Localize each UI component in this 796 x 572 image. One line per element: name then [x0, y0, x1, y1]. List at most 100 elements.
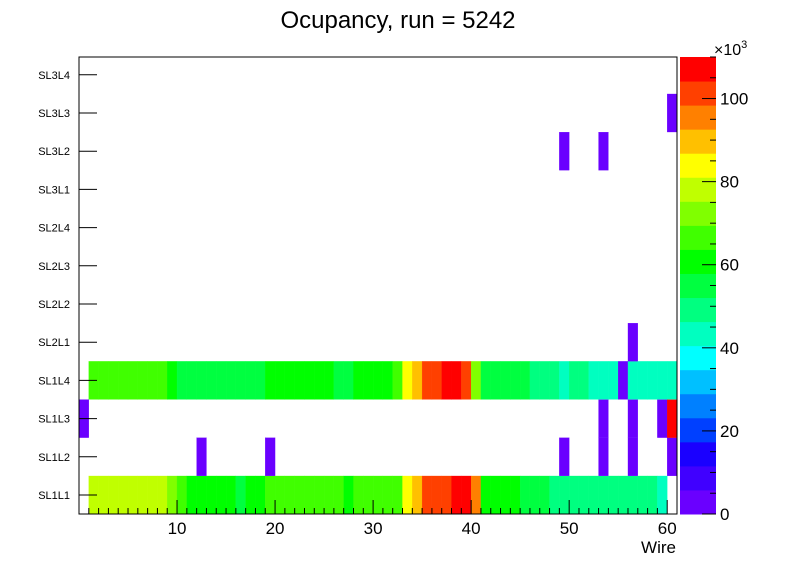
color-scale-segment: [680, 321, 716, 347]
heatmap-cell: [470, 475, 482, 515]
heatmap-cell: [274, 361, 286, 400]
heatmap-cell: [294, 475, 305, 515]
heatmap-cell: [137, 475, 148, 515]
heatmap-cell: [343, 475, 354, 515]
y-tick-label: SL1L2: [38, 452, 70, 464]
heatmap-cell: [510, 361, 521, 400]
heatmap-cell: [167, 475, 178, 515]
z-tick-label: 0: [720, 505, 729, 524]
x-axis: 10 20 30 40 50 60: [88, 500, 678, 538]
heatmap-cell: [382, 475, 393, 515]
heatmap-cell: [363, 361, 374, 400]
y-tick-label: SL1L1: [38, 490, 70, 502]
y-tick-label: SL3L2: [38, 146, 70, 158]
heatmap-cell: [421, 361, 433, 400]
heatmap-cell: [216, 475, 227, 515]
heatmap-cell: [451, 361, 462, 400]
color-scale-segment: [680, 105, 716, 130]
heatmap-cell: [627, 437, 638, 476]
color-scale-segment: [680, 225, 716, 250]
x-tick-label: 40: [462, 519, 481, 538]
heatmap-cell: [235, 475, 246, 515]
heatmap-cell: [225, 475, 237, 515]
heatmap-cell: [265, 361, 276, 400]
heatmap-cell: [392, 475, 403, 515]
color-scale-segment: [680, 153, 716, 178]
heatmap-cell: [265, 437, 276, 476]
heatmap-cell: [480, 475, 491, 515]
heatmap-cell: [98, 475, 109, 515]
heatmap-cell: [598, 437, 609, 476]
color-scale-segment: [680, 393, 716, 419]
color-scale-segment: [680, 177, 716, 202]
heatmap-cell: [196, 361, 207, 400]
chart-title: Ocupancy, run = 5242: [280, 7, 515, 34]
heatmap-cell: [333, 475, 344, 515]
heatmap-cell: [510, 475, 521, 515]
z-tick-label: 100: [720, 90, 748, 109]
heatmap-cell: [539, 475, 550, 515]
x-tick-label: 30: [364, 519, 383, 538]
heatmap-cell: [637, 361, 648, 400]
heatmap-cell: [157, 361, 168, 400]
heatmap-cell: [255, 361, 266, 400]
z-tick-label: 80: [720, 173, 739, 192]
z-tick-label: 60: [720, 256, 739, 275]
heatmap-cell: [461, 361, 472, 400]
heatmap-cell: [647, 475, 658, 515]
color-scale-multiplier-text: ×10: [714, 42, 741, 59]
heatmap-cell: [323, 475, 335, 515]
heatmap-cell: [667, 399, 678, 438]
color-scale-segment: [680, 249, 716, 274]
heatmap-cell: [618, 475, 629, 515]
heatmap-cell: [667, 437, 678, 476]
heatmap-cell: [382, 361, 393, 400]
heatmap-cell: [569, 361, 580, 400]
heatmap-cell: [108, 361, 119, 400]
heatmap-cell: [176, 361, 187, 400]
heatmap-cell: [500, 361, 511, 400]
heatmap-cell: [559, 437, 570, 476]
z-tick-label: 40: [720, 339, 739, 358]
color-scale-segment: [680, 129, 716, 154]
heatmap-cell: [627, 323, 638, 362]
heatmap-cell: [647, 361, 658, 400]
heatmap-cell: [490, 475, 501, 515]
heatmap-cell: [304, 475, 315, 515]
heatmap-cell: [608, 475, 619, 515]
x-tick-label: 10: [168, 519, 187, 538]
color-scale-bar: [680, 57, 716, 515]
y-tick-label: SL2L3: [38, 261, 70, 273]
heatmap-cell: [206, 475, 217, 515]
heatmap-cell: [372, 361, 384, 400]
heatmap-cell: [441, 361, 452, 400]
color-scale-segment: [680, 297, 716, 323]
heatmap-cell: [627, 361, 638, 400]
heatmap-cell: [353, 475, 364, 515]
heatmap-cell: [657, 399, 668, 438]
color-scale-exponent: 3: [741, 39, 747, 51]
y-tick-label: SL2L2: [38, 299, 70, 311]
heatmap-cell: [186, 361, 197, 400]
color-scale-segment: [680, 489, 716, 515]
color-scale-segment: [680, 465, 716, 491]
heatmap-cell: [402, 475, 413, 515]
heatmap-cell: [363, 475, 374, 515]
heatmap-cell: [588, 475, 599, 515]
heatmap-cell: [412, 475, 423, 515]
heatmap-cell: [549, 475, 560, 515]
heatmap-cell: [461, 475, 472, 515]
x-tick-label: 20: [266, 519, 285, 538]
heatmap-cell: [118, 361, 129, 400]
heatmap-cell: [627, 399, 638, 438]
heatmap-cell: [176, 475, 187, 515]
heatmap-cell: [196, 475, 207, 515]
color-scale-segment: [680, 81, 716, 106]
color-scale-segment: [680, 417, 716, 443]
plot-frame: [78, 56, 678, 515]
heatmap-cell: [314, 361, 325, 400]
heatmap-cell: [470, 361, 482, 400]
heatmap-cell: [490, 361, 501, 400]
color-scale-segment: [680, 201, 716, 226]
